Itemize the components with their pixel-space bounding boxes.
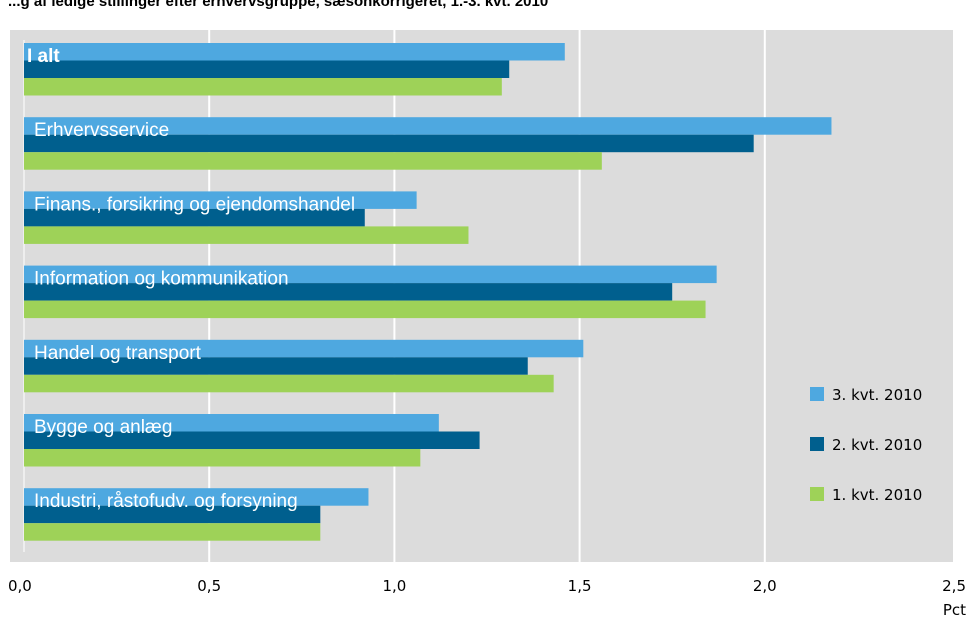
legend-label: 2. kvt. 2010 — [832, 436, 922, 454]
x-tick-label: 0,5 — [197, 577, 221, 595]
bar — [24, 191, 417, 209]
category-label: Bygge og anlæg — [34, 417, 172, 438]
legend-label: 1. kvt. 2010 — [832, 486, 922, 504]
bar — [24, 78, 502, 96]
legend-label: 3. kvt. 2010 — [832, 386, 922, 404]
x-tick-label: 0,0 — [8, 577, 32, 595]
bar — [24, 374, 554, 393]
bar — [24, 60, 510, 78]
bar — [24, 488, 369, 506]
bar — [24, 449, 421, 467]
x-tick-label: 2,5 — [942, 577, 966, 595]
category-label: Finans., forsikring og ejendomshandel — [34, 194, 355, 215]
bar — [24, 208, 365, 227]
bar — [24, 226, 469, 244]
legend-swatch — [810, 387, 824, 401]
bar — [24, 117, 832, 135]
category-label: Industri, råstofudv. og forsyning — [34, 491, 298, 512]
bar — [24, 431, 480, 449]
category-label: Handel og transport — [34, 343, 202, 364]
bar — [24, 357, 528, 375]
bar — [24, 265, 717, 284]
bar — [24, 300, 706, 319]
bar — [24, 134, 754, 153]
category-label: Erhvervsservice — [34, 120, 169, 141]
x-tick-label: 1,0 — [382, 577, 406, 595]
bar — [24, 43, 565, 61]
chart-title: ...g af ledige stillinger efter erhvervs… — [8, 0, 549, 10]
bar — [24, 152, 602, 170]
bar — [24, 505, 321, 524]
bar — [24, 283, 673, 301]
x-tick-label: 1,5 — [568, 577, 592, 595]
legend-swatch — [810, 437, 824, 451]
x-unit-label: Pct — [943, 601, 966, 619]
category-label: Information og kommunikation — [34, 269, 289, 290]
bar — [24, 414, 439, 432]
category-label: I alt — [27, 46, 60, 67]
legend-swatch — [810, 487, 824, 501]
x-tick-label: 2,0 — [753, 577, 777, 595]
bar — [24, 339, 584, 358]
bar — [24, 523, 321, 541]
